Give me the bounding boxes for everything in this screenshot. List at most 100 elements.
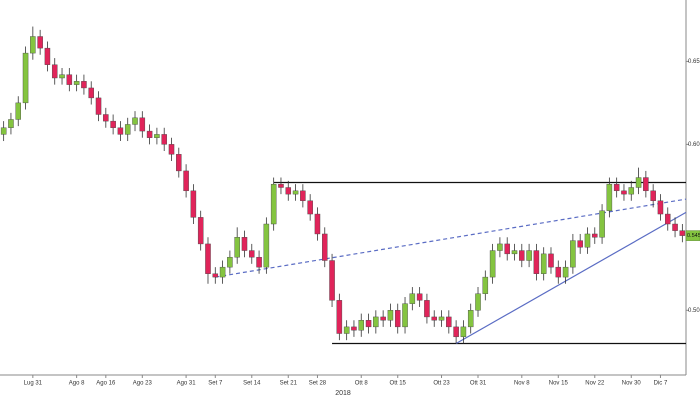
candle-body (540, 253, 547, 274)
last-price-label: 0.545 (687, 233, 700, 239)
candle-body (249, 250, 255, 258)
candle-body (66, 74, 73, 85)
x-tick-label: Set 7 (208, 381, 223, 387)
x-tick-label: Ott 23 (433, 381, 450, 387)
x-tick-label: Set 21 (280, 381, 298, 387)
x-tick-label: Ott 31 (470, 381, 487, 387)
x-tick-label: Nov 22 (585, 381, 605, 387)
candle-body (0, 127, 7, 135)
candle-body (103, 114, 109, 122)
candle-body (300, 190, 306, 201)
candle-body (263, 223, 270, 268)
candle-body (285, 187, 292, 195)
candle-body (365, 320, 372, 328)
x-tick-label: Set 14 (243, 381, 261, 387)
candle-body (183, 170, 189, 192)
candle-body (584, 233, 591, 248)
candle-body (416, 293, 423, 301)
candle-body (657, 200, 664, 215)
candle-body (679, 230, 686, 236)
candle-body (446, 316, 452, 328)
y-tick-label: 0.60 (688, 142, 700, 148)
x-tick-label: Ago 23 (133, 381, 153, 387)
candle-body (599, 210, 605, 238)
candle-body (453, 326, 459, 338)
candle-body (37, 36, 43, 49)
candle-body (431, 316, 437, 321)
candle-body (570, 240, 576, 268)
candle-body (212, 273, 219, 278)
candle-body (613, 183, 620, 192)
x-tick-label: Lug 31 (24, 381, 43, 387)
candle-body (146, 130, 153, 138)
candle-body (8, 119, 14, 128)
candle-body (81, 81, 87, 89)
candle-body (110, 120, 116, 128)
candle-body (351, 326, 357, 331)
candle-body (329, 260, 335, 301)
candle-body (30, 36, 36, 54)
candle-body (59, 74, 65, 79)
candle-body (467, 310, 474, 328)
candle-body (322, 233, 328, 261)
candle-body (519, 250, 525, 261)
candle-body (197, 217, 204, 245)
candle-body (256, 256, 262, 268)
candle-body (577, 240, 583, 248)
candle-body (139, 117, 146, 132)
candle-body (88, 87, 94, 99)
x-tick-label: Ago 8 (69, 381, 85, 387)
candle-body (592, 233, 598, 238)
candle-body (497, 243, 503, 251)
candle-body (402, 303, 408, 328)
candle-body (44, 47, 51, 65)
candle-body (73, 81, 80, 85)
candle-body (650, 190, 656, 201)
candle-body (380, 316, 386, 321)
candle-body (154, 134, 160, 138)
candle-body (606, 183, 613, 211)
x-tick-label: Ago 31 (177, 381, 197, 387)
candle-body (161, 134, 167, 145)
candle-body (489, 250, 496, 278)
candle-body (190, 190, 197, 218)
candle-body (234, 237, 240, 258)
candle-body (124, 124, 131, 135)
candle-body (628, 187, 635, 195)
candle-body (533, 250, 540, 274)
candle-body (168, 144, 175, 155)
candle-body (292, 190, 299, 195)
candle-body (15, 102, 21, 120)
candle-body (336, 300, 343, 334)
candle-body (409, 293, 416, 304)
candle-body (394, 310, 401, 328)
candle-body (511, 250, 518, 255)
x-tick-label: Ott 15 (390, 381, 407, 387)
candle-body (460, 326, 467, 338)
x-tick-label: Ago 16 (96, 381, 116, 387)
x-tick-label: Nov 30 (622, 381, 642, 387)
candle-body (132, 117, 138, 125)
candle-body (643, 177, 649, 192)
candle-body (219, 266, 226, 278)
candle-body (475, 293, 481, 311)
candle-body (205, 243, 211, 274)
year-label: 2018 (335, 390, 351, 397)
candle-body (504, 243, 510, 255)
candle-body (526, 250, 532, 261)
candle-body (438, 316, 445, 321)
candle-body (227, 256, 233, 268)
x-tick-label: Ott 8 (355, 381, 369, 387)
candle-body (358, 320, 364, 331)
candle-body (373, 316, 379, 328)
trendline (215, 198, 687, 278)
last-price-box (685, 230, 700, 241)
y-tick-label: 0.65 (688, 59, 700, 65)
candle-body (307, 200, 313, 215)
candle-body (117, 127, 124, 135)
x-tick-label: Nov 15 (549, 381, 569, 387)
candle-body (635, 177, 642, 188)
candle-body (176, 154, 182, 172)
candle-body (270, 183, 277, 225)
